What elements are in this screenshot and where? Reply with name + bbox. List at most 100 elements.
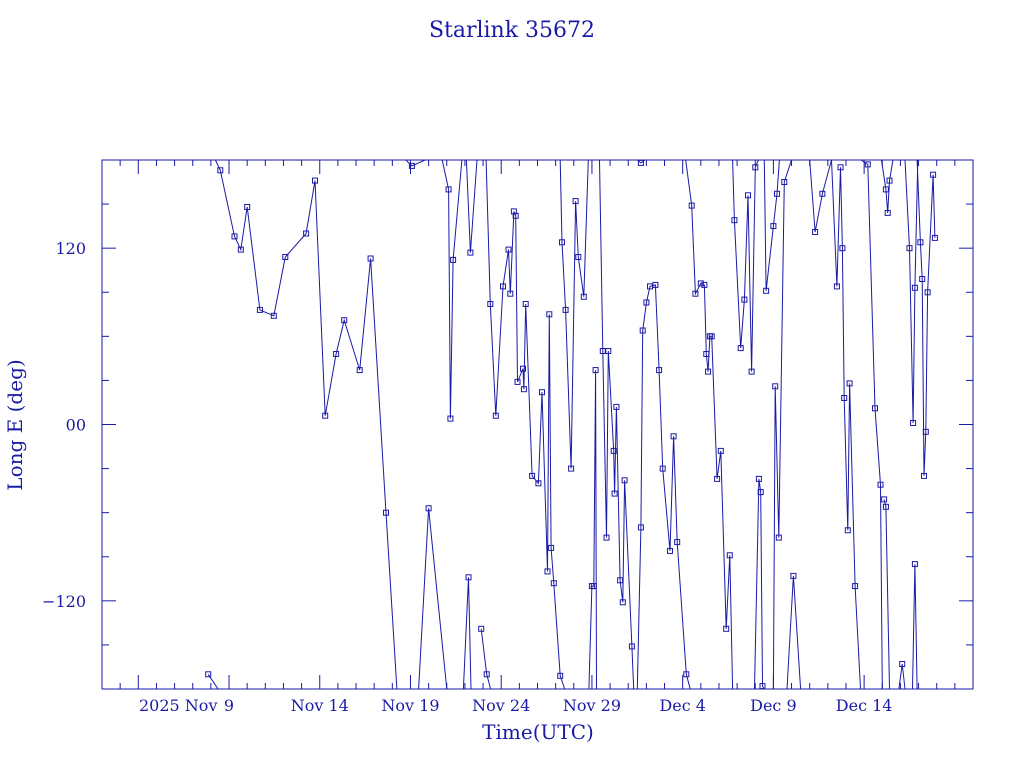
data-point	[652, 281, 659, 288]
data-point	[921, 472, 927, 479]
data-point	[548, 544, 555, 551]
data-point	[775, 534, 782, 541]
data-point	[522, 301, 529, 307]
x-tick-label: Nov 14	[291, 696, 349, 715]
data-point	[714, 475, 721, 482]
series-line-segment	[214, 159, 398, 690]
data-point	[774, 190, 780, 197]
data-point	[237, 246, 244, 253]
data-point	[846, 380, 853, 387]
series-line-segment	[904, 159, 919, 424]
chart-title: Starlink 35672	[429, 18, 595, 43]
data-point	[701, 281, 708, 288]
data-point	[759, 683, 766, 690]
series-line-segment	[405, 159, 426, 167]
data-point	[745, 192, 751, 199]
data-point	[763, 287, 770, 294]
data-point	[726, 552, 733, 559]
series-lines	[207, 159, 936, 690]
data-point	[882, 503, 889, 510]
data-point	[217, 167, 224, 174]
series-line-segment	[732, 159, 759, 372]
data-point	[322, 412, 329, 419]
series-line-segment	[772, 159, 792, 690]
data-point	[790, 572, 797, 579]
series-line-segment	[588, 370, 597, 690]
series-line-segment	[636, 284, 691, 690]
data-point	[447, 415, 454, 422]
data-point	[450, 256, 457, 263]
data-point	[770, 223, 777, 230]
data-point	[445, 186, 452, 193]
data-point	[333, 351, 340, 357]
series-line-segment	[786, 575, 802, 690]
x-tick-label: Nov 29	[563, 696, 621, 715]
data-point	[692, 290, 699, 297]
data-point	[837, 164, 844, 171]
data-point	[383, 509, 389, 516]
data-point	[656, 367, 663, 374]
data-point	[568, 465, 575, 472]
data-point	[667, 547, 673, 554]
data-point	[487, 301, 494, 307]
data-point	[467, 249, 474, 256]
data-point	[705, 368, 712, 375]
data-point	[478, 625, 485, 632]
data-point	[270, 312, 277, 319]
y-tick-label: −120	[42, 592, 86, 611]
series-line-segment	[883, 499, 890, 690]
data-point	[755, 475, 762, 482]
x-tick-label: Dec 4	[659, 696, 706, 715]
data-point	[674, 539, 681, 546]
data-point	[841, 395, 848, 401]
x-tick-label: Dec 9	[750, 696, 797, 715]
data-point	[356, 367, 363, 374]
data-point	[544, 568, 551, 575]
data-point	[930, 171, 937, 178]
data-point	[703, 351, 710, 357]
data-point	[559, 239, 565, 246]
data-point	[917, 239, 924, 246]
data-point	[256, 306, 263, 313]
data-point	[752, 164, 759, 171]
data-point	[670, 433, 677, 440]
data-point	[819, 190, 826, 197]
data-point	[639, 327, 646, 334]
data-point	[546, 311, 553, 318]
data-point	[603, 534, 610, 541]
data-point	[619, 599, 626, 606]
data-point	[911, 284, 918, 291]
x-tick-label: 9	[224, 696, 234, 715]
data-point	[312, 177, 318, 184]
data-point	[367, 255, 374, 262]
data-point	[621, 477, 628, 484]
series-line-segment	[763, 159, 780, 291]
series-line-segment	[465, 159, 478, 253]
data-point	[580, 293, 587, 300]
x-tick-label: Nov 24	[472, 696, 530, 715]
data-point	[205, 671, 212, 678]
data-point	[539, 389, 545, 396]
series-line-segment	[418, 508, 448, 690]
data-point	[550, 580, 557, 587]
data-point	[881, 496, 888, 503]
data-point	[833, 283, 840, 290]
series-line-segment	[599, 159, 635, 690]
data-point	[505, 246, 512, 253]
data-point	[611, 490, 618, 497]
data-point	[510, 208, 517, 215]
data-point	[748, 368, 755, 375]
series-line-segment	[860, 159, 883, 690]
data-point	[637, 159, 644, 166]
data-point	[575, 254, 582, 260]
series-line-segment	[685, 159, 734, 690]
x-tick-label: 2025 Nov	[139, 696, 217, 715]
data-point	[231, 233, 238, 240]
y-tick-label: 00	[66, 416, 86, 435]
x-tick-label: Nov 19	[381, 696, 439, 715]
data-point	[683, 671, 690, 678]
data-point	[617, 577, 624, 584]
data-point	[529, 472, 536, 479]
data-point	[425, 505, 432, 512]
